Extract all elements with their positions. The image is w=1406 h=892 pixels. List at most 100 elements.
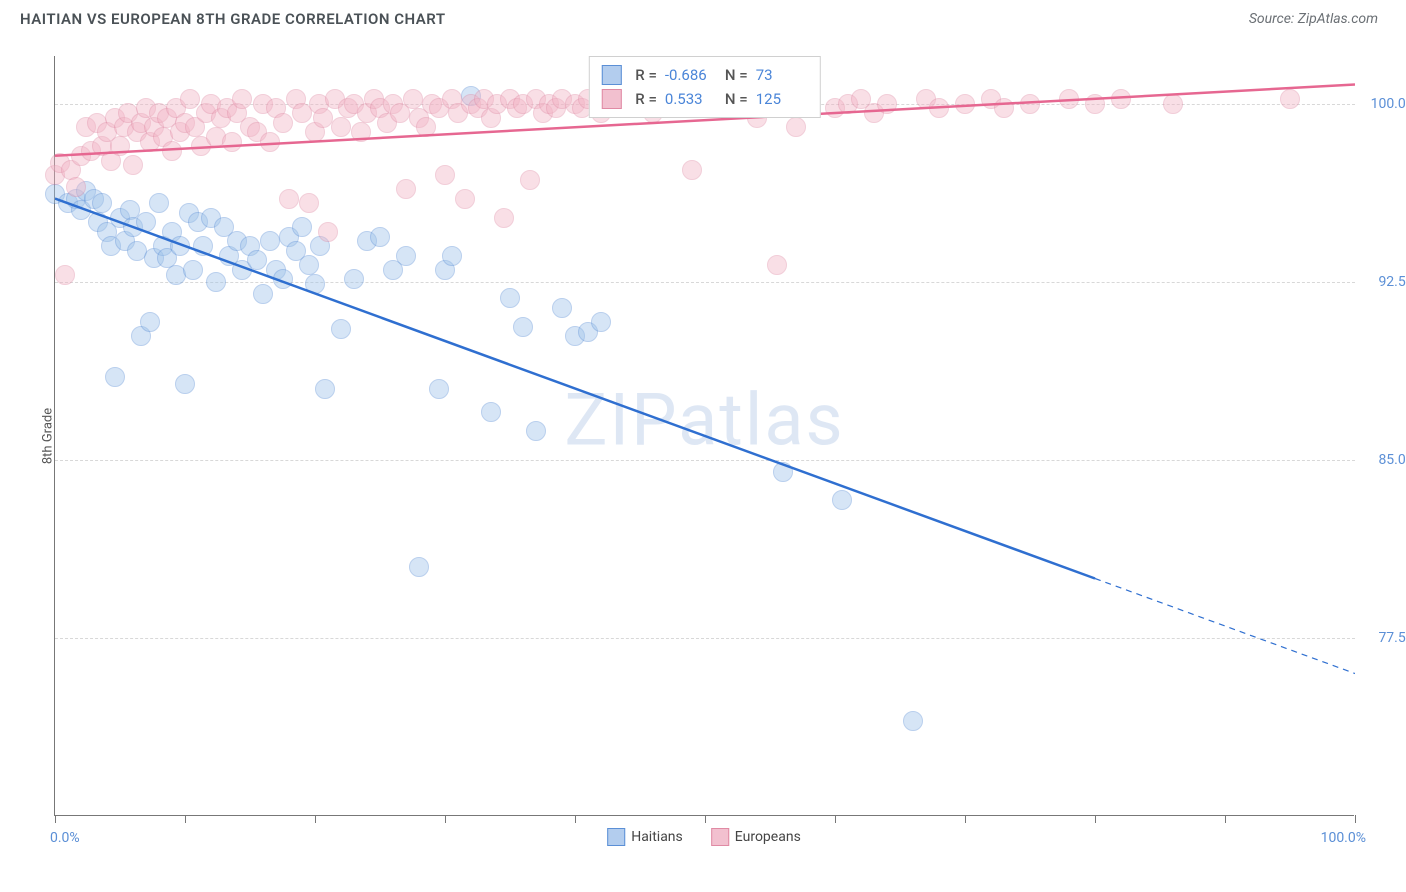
data-point	[247, 250, 267, 270]
gridline	[55, 460, 1355, 461]
x-tick	[1095, 815, 1096, 823]
data-point	[175, 374, 195, 394]
x-tick	[965, 815, 966, 823]
data-point	[1111, 89, 1131, 109]
stat-r-label: R =	[635, 63, 657, 87]
stats-row: R =0.533N =125	[601, 87, 807, 111]
y-tick-label: 85.0%	[1378, 452, 1406, 468]
data-point	[494, 208, 514, 228]
data-point	[232, 89, 252, 109]
data-point	[206, 272, 226, 292]
data-point	[442, 246, 462, 266]
legend-swatch	[601, 89, 621, 109]
chart-title: HAITIAN VS EUROPEAN 8TH GRADE CORRELATIO…	[20, 10, 446, 28]
trend-lines	[55, 56, 1355, 816]
stat-n-value: 73	[756, 63, 808, 87]
watermark: ZIPatlas	[564, 378, 844, 463]
stat-r-label: R =	[635, 87, 657, 111]
data-point	[955, 94, 975, 114]
data-point	[396, 246, 416, 266]
data-point	[299, 193, 319, 213]
data-point	[136, 212, 156, 232]
data-point	[140, 312, 160, 332]
data-point	[123, 155, 143, 175]
chart-area: 8th Grade ZIPatlas R =-0.686N =73R =0.53…	[54, 56, 1354, 816]
data-point	[877, 94, 897, 114]
data-point	[513, 317, 533, 337]
data-point	[331, 117, 351, 137]
data-point	[162, 141, 182, 161]
chart-source: Source: ZipAtlas.com	[1249, 11, 1378, 27]
data-point	[370, 227, 390, 247]
stat-r-value: 0.533	[665, 87, 717, 111]
data-point	[105, 367, 125, 387]
data-point	[526, 421, 546, 441]
data-point	[1280, 89, 1300, 109]
data-point	[66, 177, 86, 197]
gridline	[55, 282, 1355, 283]
data-point	[253, 284, 273, 304]
data-point	[305, 274, 325, 294]
data-point	[260, 132, 280, 152]
x-tick	[1355, 815, 1356, 823]
data-point	[273, 113, 293, 133]
y-tick-label: 100.0%	[1371, 96, 1406, 112]
legend-bottom: Haitians Europeans	[607, 826, 801, 846]
data-point	[832, 490, 852, 510]
data-point	[193, 236, 213, 256]
data-point	[591, 312, 611, 332]
data-point	[299, 255, 319, 275]
data-point	[767, 255, 787, 275]
x-axis-min-label: 0.0%	[50, 830, 80, 846]
data-point	[435, 165, 455, 185]
x-tick	[185, 815, 186, 823]
x-tick	[705, 815, 706, 823]
data-point	[903, 711, 923, 731]
x-tick	[315, 815, 316, 823]
data-point	[1020, 94, 1040, 114]
data-point	[55, 265, 75, 285]
data-point	[222, 132, 242, 152]
x-tick	[835, 815, 836, 823]
data-point	[396, 179, 416, 199]
data-point	[92, 193, 112, 213]
data-point	[292, 217, 312, 237]
data-point	[183, 260, 203, 280]
x-tick	[55, 815, 56, 823]
data-point	[149, 193, 169, 213]
data-point	[1059, 89, 1079, 109]
data-point	[315, 379, 335, 399]
legend-label: Europeans	[735, 829, 801, 845]
legend-label: Haitians	[631, 829, 683, 845]
data-point	[500, 288, 520, 308]
data-point	[110, 136, 130, 156]
data-point	[929, 98, 949, 118]
data-point	[260, 231, 280, 251]
data-point	[170, 236, 190, 256]
data-point	[429, 379, 449, 399]
data-point	[416, 117, 436, 137]
x-axis-max-label: 100.0%	[1321, 830, 1366, 846]
data-point	[682, 160, 702, 180]
data-point	[313, 108, 333, 128]
data-point	[552, 298, 572, 318]
data-point	[331, 319, 351, 339]
data-point	[344, 269, 364, 289]
data-point	[279, 189, 299, 209]
gridline	[55, 638, 1355, 639]
data-point	[520, 170, 540, 190]
data-point	[994, 98, 1014, 118]
data-point	[318, 222, 338, 242]
plot-region: ZIPatlas R =-0.686N =73R =0.533N =125 10…	[54, 56, 1354, 816]
data-point	[773, 462, 793, 482]
data-point	[351, 122, 371, 142]
data-point	[273, 269, 293, 289]
data-point	[455, 189, 475, 209]
legend-item: Europeans	[711, 826, 801, 846]
data-point	[403, 89, 423, 109]
data-point	[786, 117, 806, 137]
stat-r-value: -0.686	[665, 63, 717, 87]
x-tick	[575, 815, 576, 823]
stats-legend: R =-0.686N =73R =0.533N =125	[588, 56, 820, 118]
legend-swatch	[607, 828, 625, 846]
